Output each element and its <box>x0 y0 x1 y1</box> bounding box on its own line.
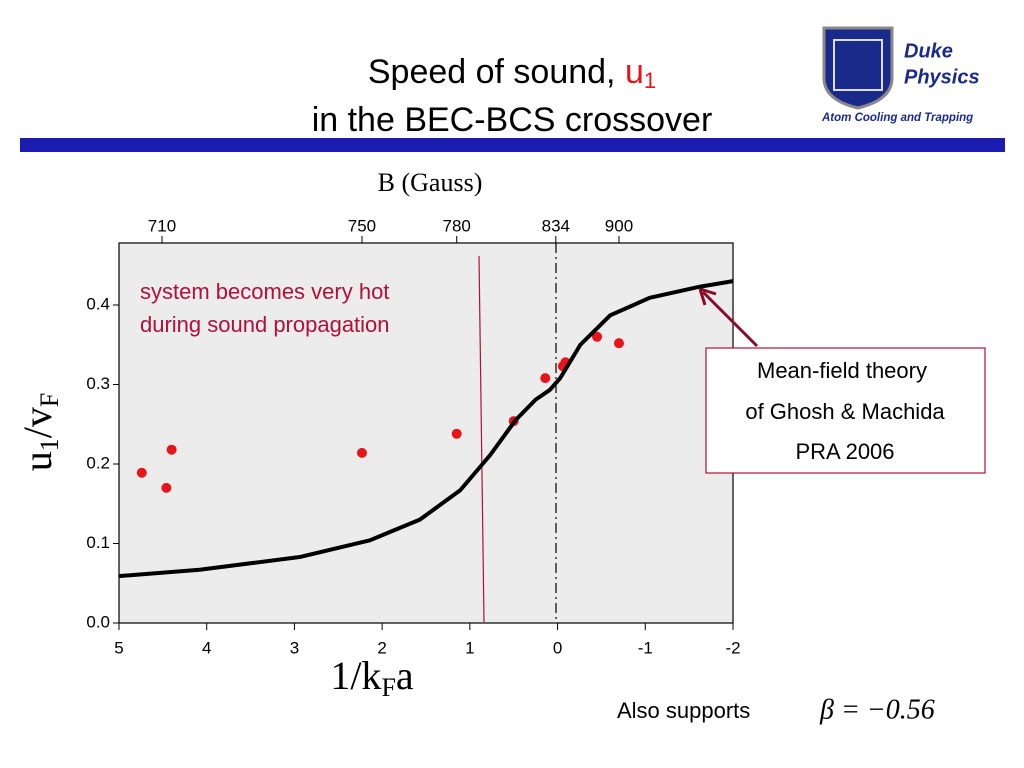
title-line2: in the BEC-BCS crossover <box>312 101 713 139</box>
top-tick-label: 780 <box>443 216 471 235</box>
x-tick-label: -1 <box>638 638 653 657</box>
title-symbol: u <box>625 53 644 91</box>
data-point <box>540 373 551 384</box>
logo-tagline: Atom Cooling and Trapping <box>821 112 973 124</box>
top-tick-label: 900 <box>605 216 633 235</box>
arrow <box>701 290 759 348</box>
x-tick-label: -2 <box>725 638 740 657</box>
logo-line1: Duke <box>904 40 953 62</box>
y-tick-label: 0.4 <box>86 294 110 313</box>
header-bar <box>20 138 1005 152</box>
x-tick-label: 1 <box>465 638 474 657</box>
x-tick-label: 3 <box>290 638 299 657</box>
y-label-sub: 1 <box>35 438 64 451</box>
top-tick-label: 710 <box>148 216 176 235</box>
annotation: Mean-field theory <box>757 358 927 383</box>
data-point <box>592 331 603 342</box>
theory-box <box>705 347 986 474</box>
theory-curve <box>118 279 734 579</box>
y-label-part: u <box>15 451 60 471</box>
data-point <box>356 447 367 458</box>
x-tick-label: 2 <box>377 638 386 657</box>
y-tick-label: 0.2 <box>86 453 110 472</box>
y-label-part: /v <box>15 407 60 438</box>
hot-boundary <box>478 255 485 623</box>
title-subscript: 1 <box>644 68 656 93</box>
annotation: PRA 2006 <box>795 439 894 464</box>
annotation: during sound propagation <box>140 312 390 337</box>
data-point <box>136 467 147 478</box>
x-tick-label: 4 <box>202 638 211 657</box>
logo-shield <box>822 26 894 110</box>
logo: Duke Physics Atom Cooling and Trapping <box>821 26 980 124</box>
data-point <box>166 444 177 455</box>
top-axis-title: B (Gauss) <box>378 168 483 197</box>
top-tick-label: 750 <box>348 216 376 235</box>
arrow-head <box>698 287 717 306</box>
data-point <box>161 482 172 493</box>
y-label-sub: F <box>35 393 64 407</box>
data-point <box>451 428 462 439</box>
y-tick-label: 0.0 <box>86 612 110 631</box>
title-line1: Speed of sound, u1 <box>368 53 656 93</box>
annotation: of Ghosh & Machida <box>745 399 945 424</box>
x-label-sub: F <box>381 673 395 702</box>
x-label-part: 1/k <box>330 653 381 698</box>
data-point <box>613 338 624 349</box>
title-text: Speed of sound, <box>368 53 616 91</box>
x-tick-label: 5 <box>114 638 123 657</box>
y-tick-label: 0.3 <box>86 374 110 393</box>
footer-formula: β = −0.56 <box>819 694 935 725</box>
annotation: system becomes very hot <box>140 279 389 304</box>
logo-line2: Physics <box>904 66 980 88</box>
y-tick-label: 0.1 <box>86 533 110 552</box>
x-axis-title: 1/kFa <box>330 653 414 702</box>
x-tick-label: 0 <box>553 638 562 657</box>
x-label-part: a <box>396 653 414 698</box>
logo-emblem <box>833 39 883 91</box>
footer-text: Also supports <box>617 698 750 723</box>
y-axis-title: u1/vF <box>15 393 64 472</box>
top-tick-label: 834 <box>542 216 570 235</box>
